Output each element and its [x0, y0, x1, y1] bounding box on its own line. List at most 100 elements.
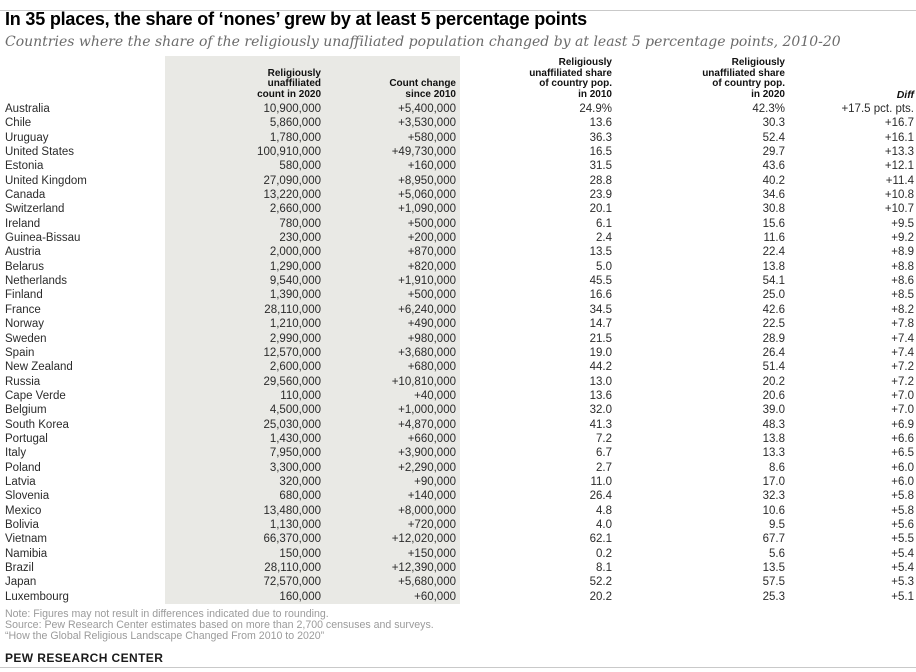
country-cell: United Kingdom: [5, 174, 87, 187]
value-cell-share-2010: 23.9: [589, 189, 612, 202]
value-cell-count-2020: 25,030,000: [165, 417, 322, 432]
value-cell-share-2020: 30.3: [762, 117, 785, 130]
value-cell-count-2020: 66,370,000: [165, 532, 322, 547]
value-cell-count-2020: 10,900,000: [165, 102, 322, 117]
country-cell: Vietnam: [5, 533, 47, 546]
value-cell-share-2010: 8.1: [596, 562, 612, 574]
column-header-count-change: Count change since 2010: [322, 56, 460, 102]
value-cell-count-change: +500,000: [322, 288, 460, 303]
value-cell-diff: +10.7: [884, 203, 914, 216]
value-cell-count-change: +40,000: [322, 388, 460, 404]
value-cell-count-2020: 72,570,000: [165, 575, 322, 590]
table-row: United Kingdom 27,090,000 +8,950,000 28.8 40…: [0, 173, 916, 189]
value-cell-diff: +6.5: [891, 447, 914, 460]
country-cell: Chile: [5, 117, 32, 130]
value-cell-share-2010: 2.7: [596, 461, 612, 474]
value-cell-share-2010: 24.9%: [579, 103, 612, 115]
value-cell-diff: +8.9: [891, 246, 914, 259]
note-line: Note: Figures may not result in differen…: [5, 608, 329, 621]
table-row: Portugal 1,430,000 +660,000 7.2 13.8 +6.6: [0, 431, 916, 447]
table-row: Norway 1,210,000 +490,000 14.7 22.5 +7.8: [0, 317, 916, 332]
country-cell: Cape Verde: [5, 389, 66, 402]
value-cell-count-change: +3,680,000: [322, 345, 460, 361]
value-cell-share-2020: 30.8: [762, 203, 785, 216]
value-cell-diff: +8.5: [891, 289, 914, 302]
value-cell-share-2020: 13.8: [762, 432, 785, 445]
country-cell: Sweden: [5, 332, 47, 345]
value-cell-diff: +5.5: [891, 533, 914, 546]
value-cell-share-2010: 6.7: [596, 447, 612, 460]
value-cell-diff: +5.6: [891, 518, 914, 531]
value-cell-share-2010: 7.2: [596, 432, 612, 445]
value-cell-count-change: +3,530,000: [322, 116, 460, 131]
value-cell-count-2020: 780,000: [165, 216, 322, 232]
value-cell-diff: +7.2: [891, 375, 914, 388]
value-cell-share-2010: 16.6: [589, 289, 612, 302]
value-cell-count-2020: 2,600,000: [165, 360, 322, 375]
value-cell-count-2020: 1,210,000: [165, 317, 322, 332]
value-cell-count-2020: 13,480,000: [165, 503, 322, 518]
value-cell-share-2010: 2.4: [596, 232, 612, 245]
value-cell-count-2020: 110,000: [165, 388, 322, 404]
value-cell-count-2020: 2,000,000: [165, 245, 322, 260]
value-cell-diff: +5.8: [891, 504, 914, 517]
pew-research-center-wordmark: PEW RESEARCH CENTER: [5, 650, 164, 665]
country-cell: Italy: [5, 447, 27, 460]
value-cell-share-2020: 54.1: [762, 275, 785, 288]
value-cell-diff: +7.0: [891, 404, 914, 417]
value-cell-count-change: +5,680,000: [322, 575, 460, 590]
value-cell-diff: +5.4: [891, 547, 914, 560]
country-cell: Canada: [5, 189, 46, 202]
table-row: Belarus 1,290,000 +820,000 5.0 13.8 +8.8: [0, 259, 916, 275]
country-cell: Ireland: [5, 217, 41, 230]
value-cell-share-2010: 31.5: [589, 160, 612, 173]
value-cell-diff: +7.4: [891, 332, 914, 345]
value-cell-count-2020: 7,950,000: [165, 446, 322, 461]
country-cell: Estonia: [5, 160, 44, 173]
value-cell-count-change: +820,000: [322, 259, 460, 275]
value-cell-share-2020: 29.7: [762, 146, 785, 159]
table-row: France 28,110,000 +6,240,000 34.5 42.6 +8.2: [0, 302, 916, 318]
table-row: Canada 13,220,000 +5,060,000 23.9 34.6 +10.8: [0, 188, 916, 203]
table-row: Japan 72,570,000 +5,680,000 52.2 57.5 +5.3: [0, 575, 916, 590]
value-cell-diff: +7.4: [891, 346, 914, 359]
unaffiliated-share-table: Religiously unaffiliated count in 2020 Co…: [0, 56, 916, 605]
report-title-line: “How the Global Religious Landscape Chan…: [5, 630, 325, 643]
country-cell: Russia: [5, 375, 41, 388]
value-cell-diff: +16.7: [884, 117, 914, 130]
value-cell-count-2020: 13,220,000: [165, 188, 322, 203]
country-cell: Belgium: [5, 404, 47, 417]
value-cell-share-2010: 11.0: [590, 475, 612, 488]
value-cell-share-2020: 42.6: [762, 303, 785, 316]
value-cell-share-2020: 22.5: [762, 318, 785, 331]
country-cell: Namibia: [5, 547, 48, 560]
top-divider: [0, 10, 916, 11]
country-cell: Portugal: [5, 432, 48, 445]
value-cell-share-2010: 13.0: [589, 375, 612, 388]
value-cell-count-change: +870,000: [322, 245, 460, 260]
value-cell-diff: +7.8: [891, 318, 914, 331]
value-cell-diff: +10.8: [884, 189, 914, 202]
value-cell-count-2020: 320,000: [165, 474, 322, 490]
value-cell-diff: +6.9: [891, 418, 914, 431]
value-cell-share-2020: 5.6: [769, 547, 785, 560]
country-cell: Japan: [5, 576, 37, 589]
value-cell-count-2020: 230,000: [165, 231, 322, 246]
country-cell: Switzerland: [5, 203, 65, 216]
value-cell-share-2020: 25.3: [762, 590, 785, 603]
column-header-share-2010: Religiously unaffiliated share of countr…: [529, 57, 612, 100]
column-header-country: [0, 56, 165, 102]
value-cell-diff: +5.8: [891, 490, 914, 503]
value-cell-share-2010: 26.4: [589, 490, 612, 503]
table-row: Finland 1,390,000 +500,000 16.6 25.0 +8.5: [0, 288, 916, 303]
table-row: Uruguay 1,780,000 +580,000 36.3 52.4 +16.1: [0, 130, 916, 146]
value-cell-share-2020: 13.3: [762, 447, 785, 460]
value-cell-count-change: +10,810,000: [322, 374, 460, 389]
value-cell-share-2020: 9.5: [769, 518, 785, 531]
value-cell-count-change: +160,000: [322, 159, 460, 174]
country-cell: Guinea-Bissau: [5, 232, 81, 245]
value-cell-share-2020: 42.3%: [752, 103, 785, 115]
table-row: Mexico 13,480,000 +8,000,000 4.8 10.6 +5.8: [0, 503, 916, 518]
value-cell-count-2020: 4,500,000: [165, 403, 322, 418]
value-cell-share-2020: 32.3: [762, 490, 785, 503]
